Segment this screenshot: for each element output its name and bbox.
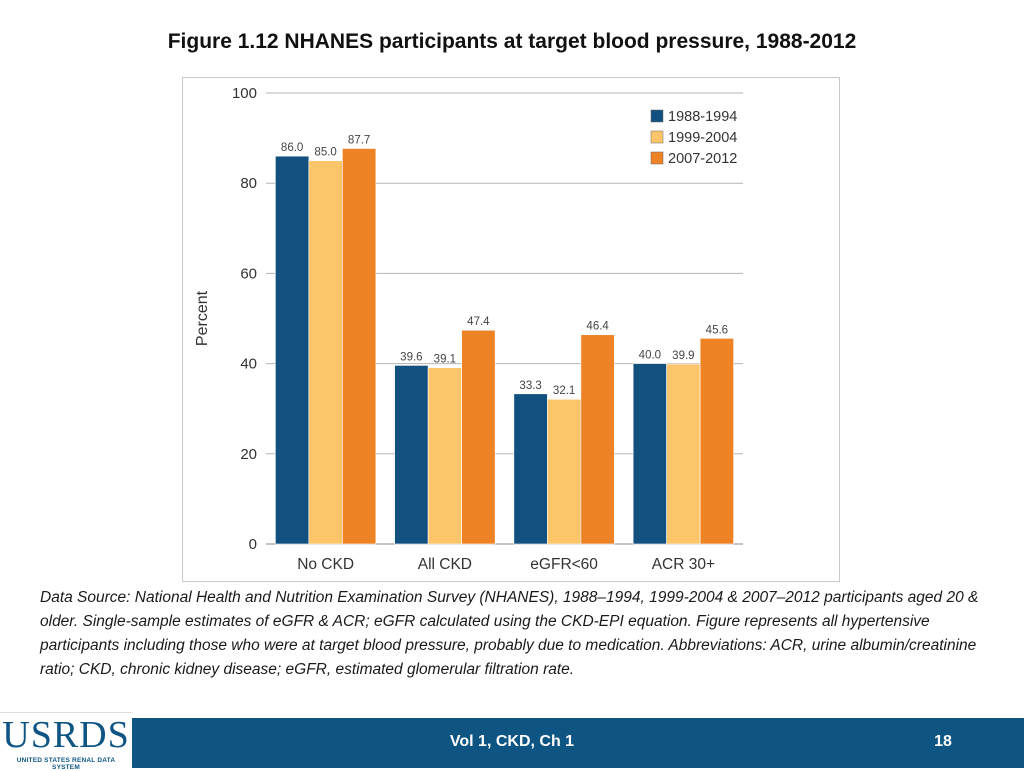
- x-tick-label: eGFR<60: [530, 556, 598, 573]
- bar-1988-1994-eGFR<60: [513, 393, 548, 545]
- data-label: 85.0: [314, 147, 336, 159]
- data-label: 86.0: [281, 142, 303, 154]
- bar-2007-2012-All CKD: [461, 329, 496, 545]
- bar-2007-2012-No CKD: [342, 148, 377, 545]
- legend-label: 1988-1994: [668, 109, 737, 125]
- footer-bar: [0, 718, 1024, 768]
- usrds-logo: USRDS UNITED STATES RENAL DATA SYSTEM: [0, 712, 132, 771]
- x-tick-label: All CKD: [418, 556, 472, 573]
- logo-subtext: UNITED STATES RENAL DATA SYSTEM: [16, 757, 116, 771]
- x-tick-label: ACR 30+: [652, 556, 715, 573]
- legend-swatch-1999-2004: [650, 130, 664, 144]
- bar-chart: 0 20 40 60 80 100 Percent 86.0 85.0 87.7 No CKD 39.…: [194, 85, 743, 573]
- bar-2007-2012-eGFR<60: [580, 334, 615, 545]
- bar-1999-2004-eGFR<60: [547, 398, 582, 545]
- page-number: 18: [934, 733, 952, 750]
- data-source-footnote: Data Source: National Health and Nutriti…: [40, 589, 979, 678]
- data-label: 87.7: [348, 134, 370, 146]
- y-axis-label: Percent: [194, 290, 211, 346]
- bar-2007-2012-ACR 30+: [699, 338, 734, 545]
- legend-label: 2007-2012: [668, 151, 737, 167]
- bar-1988-1994-All CKD: [394, 365, 429, 545]
- y-tick-label: 20: [240, 446, 257, 463]
- data-label: 39.6: [400, 351, 422, 363]
- bar-1988-1994-ACR 30+: [632, 363, 667, 545]
- x-tick-label: No CKD: [297, 556, 354, 573]
- data-label: 40.0: [639, 350, 661, 362]
- y-tick-label: 100: [232, 85, 257, 102]
- data-label: 39.1: [434, 354, 456, 366]
- bar-1988-1994-No CKD: [275, 155, 310, 545]
- y-tick-label: 60: [240, 265, 257, 282]
- legend-swatch-1988-1994: [650, 109, 664, 123]
- bar-1999-2004-No CKD: [308, 160, 343, 545]
- data-label: 46.4: [586, 321, 609, 333]
- y-tick-label: 0: [249, 536, 257, 553]
- data-label: 39.9: [672, 350, 694, 362]
- data-label: 32.1: [553, 385, 575, 397]
- bar-1999-2004-All CKD: [427, 367, 462, 545]
- data-label: 33.3: [519, 380, 541, 392]
- data-label: 45.6: [706, 324, 728, 336]
- legend-swatch-2007-2012: [650, 151, 664, 165]
- data-label: 47.4: [467, 316, 490, 328]
- y-tick-label: 80: [240, 175, 257, 192]
- slide-title: Figure 1.12 NHANES participants at targe…: [167, 30, 857, 53]
- footer-label: Vol 1, CKD, Ch 1: [449, 733, 575, 750]
- logo-wordmark: USRDS: [2, 714, 130, 756]
- legend-label: 1999-2004: [668, 130, 737, 146]
- y-tick-label: 40: [240, 356, 257, 373]
- bar-1999-2004-ACR 30+: [666, 363, 701, 545]
- chart-frame: 0 20 40 60 80 100 Percent 86.0 85.0 87.7 No CKD 39.…: [182, 77, 840, 582]
